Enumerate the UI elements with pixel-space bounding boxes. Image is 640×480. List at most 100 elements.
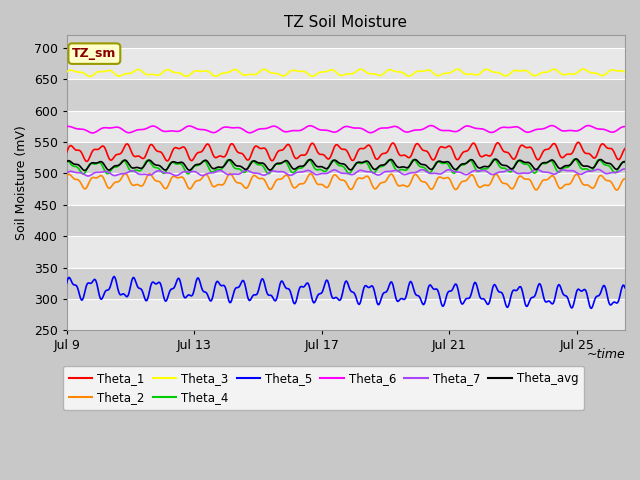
Theta_1 — [436, 144, 444, 150]
Theta_2 — [436, 174, 444, 180]
Theta_6 — [207, 129, 215, 135]
Theta_4 — [207, 169, 215, 175]
Theta_5 — [484, 301, 492, 307]
Theta_3 — [163, 67, 170, 72]
Y-axis label: Soil Moisture (mV): Soil Moisture (mV) — [15, 125, 28, 240]
Theta_5 — [163, 298, 170, 304]
Bar — [67, 16, 625, 48]
Theta_4 — [484, 165, 492, 171]
Theta_6 — [163, 129, 170, 134]
Theta_avg — [621, 159, 629, 165]
Theta_6 — [63, 124, 70, 130]
Title: TZ Soil Moisture: TZ Soil Moisture — [284, 15, 407, 30]
Bar — [67, 48, 625, 79]
Theta_5 — [110, 274, 118, 279]
Theta_3 — [393, 69, 401, 74]
Bar — [67, 142, 625, 173]
Theta_5 — [588, 305, 595, 311]
Theta_1 — [484, 153, 492, 158]
Line: Theta_7: Theta_7 — [67, 169, 625, 176]
Theta_6 — [621, 124, 629, 130]
Theta_6 — [393, 124, 401, 130]
Theta_6 — [89, 130, 97, 136]
Theta_7 — [84, 173, 92, 179]
Bar — [67, 205, 625, 236]
Theta_1 — [163, 157, 170, 163]
Theta_3 — [207, 71, 215, 76]
Theta_avg — [81, 168, 88, 173]
Theta_7 — [207, 170, 215, 176]
Theta_avg — [316, 164, 324, 169]
Theta_avg — [163, 167, 170, 172]
Theta_7 — [621, 166, 629, 172]
Theta_7 — [393, 168, 401, 173]
Theta_7 — [316, 171, 324, 177]
Text: ~time: ~time — [586, 348, 625, 361]
Bar — [67, 268, 625, 299]
Theta_5 — [316, 291, 324, 297]
Line: Theta_4: Theta_4 — [67, 159, 625, 174]
Theta_1 — [621, 145, 629, 151]
Theta_4 — [393, 168, 401, 173]
Theta_1 — [63, 150, 70, 156]
Theta_5 — [621, 285, 629, 291]
Line: Theta_5: Theta_5 — [67, 276, 625, 308]
Theta_3 — [86, 73, 93, 79]
Theta_4 — [163, 168, 170, 174]
Line: Theta_6: Theta_6 — [67, 126, 625, 133]
Theta_1 — [83, 158, 91, 164]
Theta_5 — [63, 280, 70, 286]
Theta_avg — [207, 164, 215, 170]
Bar — [67, 299, 625, 330]
Theta_1 — [316, 152, 324, 157]
Theta_7 — [436, 171, 444, 177]
Theta_2 — [207, 180, 215, 186]
Theta_7 — [620, 166, 628, 172]
Theta_4 — [316, 167, 324, 172]
Theta_avg — [573, 156, 580, 162]
Theta_2 — [316, 181, 324, 187]
Theta_avg — [436, 158, 444, 164]
Theta_6 — [436, 127, 444, 133]
Theta_2 — [393, 180, 401, 186]
Line: Theta_avg: Theta_avg — [67, 159, 625, 170]
Theta_3 — [484, 67, 492, 72]
Bar — [67, 236, 625, 268]
Theta_3 — [316, 69, 324, 75]
Theta_2 — [122, 170, 129, 176]
Line: Theta_2: Theta_2 — [67, 173, 625, 190]
Theta_2 — [612, 187, 620, 193]
Theta_7 — [63, 170, 70, 176]
Theta_1 — [207, 147, 215, 153]
Theta_2 — [63, 174, 70, 180]
Theta_2 — [484, 183, 492, 189]
Theta_4 — [571, 156, 579, 162]
Theta_3 — [63, 69, 70, 75]
Theta_avg — [63, 159, 70, 165]
Theta_2 — [163, 186, 170, 192]
Theta_1 — [393, 146, 401, 152]
Theta_4 — [621, 160, 629, 166]
Legend: Theta_1, Theta_2, Theta_3, Theta_4, Theta_5, Theta_6, Theta_7, Theta_avg: Theta_1, Theta_2, Theta_3, Theta_4, Thet… — [63, 366, 584, 409]
Theta_6 — [316, 127, 324, 132]
Theta_4 — [79, 171, 87, 177]
Theta_avg — [484, 164, 492, 169]
Line: Theta_3: Theta_3 — [67, 69, 625, 76]
Theta_6 — [585, 123, 593, 129]
Theta_7 — [163, 170, 170, 176]
Bar — [67, 111, 625, 142]
Theta_4 — [436, 160, 444, 166]
Theta_5 — [393, 297, 401, 303]
Line: Theta_1: Theta_1 — [67, 142, 625, 161]
Theta_7 — [484, 169, 492, 175]
Theta_avg — [393, 163, 401, 169]
Theta_3 — [436, 72, 444, 78]
Bar — [67, 173, 625, 205]
Theta_6 — [484, 129, 492, 134]
Theta_3 — [621, 69, 629, 75]
Theta_5 — [436, 297, 444, 303]
Theta_1 — [575, 139, 582, 145]
Theta_4 — [63, 158, 70, 164]
Theta_3 — [579, 66, 587, 72]
Text: TZ_sm: TZ_sm — [72, 47, 116, 60]
